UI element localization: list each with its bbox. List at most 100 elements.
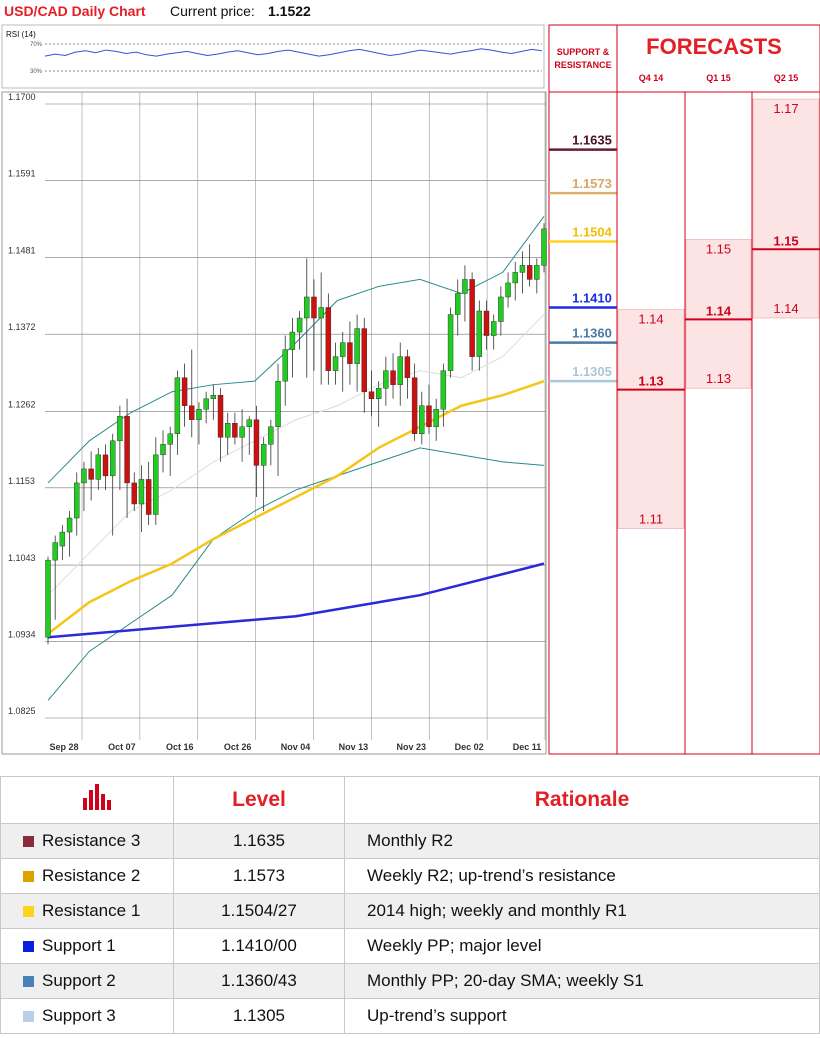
candle-body: [397, 356, 403, 385]
chart-title: USD/CAD Daily Chart: [4, 3, 146, 19]
candle: [59, 525, 66, 561]
level-color-swatch: [23, 976, 34, 988]
candle-body: [196, 409, 202, 420]
candle: [52, 535, 58, 620]
sma-slow-line: [47, 562, 545, 639]
candle: [498, 286, 504, 336]
candle-body: [433, 409, 439, 427]
x-tick-label: Oct 26: [224, 742, 252, 752]
rsi-line: [44, 48, 543, 57]
sr-level-value: 1.1360: [572, 326, 612, 341]
candle-body: [275, 380, 281, 427]
y-tick-label: 1.1043: [8, 553, 36, 563]
candle: [476, 300, 483, 371]
level-name: Support 1: [42, 936, 116, 955]
level-name: Resistance 3: [42, 831, 141, 850]
candle-body: [246, 419, 252, 427]
candle: [102, 444, 109, 490]
y-tick-label: 1.1591: [8, 168, 36, 178]
candle-body: [304, 296, 310, 319]
candle: [368, 370, 375, 417]
candle: [174, 370, 181, 455]
candle: [325, 293, 332, 385]
candle-body: [289, 331, 296, 350]
candle-body: [74, 482, 80, 519]
candle: [239, 409, 245, 462]
level-value: 1.1410/00: [173, 928, 345, 964]
candle: [512, 261, 518, 301]
x-tick-label: Dec 11: [513, 742, 542, 752]
candle: [275, 363, 281, 476]
forecast-min: 1.11: [639, 512, 663, 527]
level-name: Support 3: [42, 1006, 116, 1025]
x-tick-label: Oct 16: [166, 742, 194, 752]
candle-body: [181, 377, 188, 406]
candle: [419, 391, 425, 445]
sr-panel: [548, 24, 618, 755]
candle-body: [260, 444, 267, 466]
rsi-label: RSI (14): [6, 30, 36, 39]
candle-body: [455, 293, 461, 315]
candle-body: [167, 433, 173, 445]
table-row: Resistance 1 1.1504/27 2014 high; weekly a…: [0, 893, 820, 929]
candle: [426, 384, 432, 434]
table-row: Support 2 1.1360/43 Monthly PP; 20-day SMA…: [0, 963, 820, 999]
candle-body: [318, 307, 324, 319]
candle-body: [512, 272, 518, 284]
forecast-min: 1.13: [706, 371, 731, 386]
level-color-swatch: [23, 1011, 34, 1023]
candle: [246, 416, 252, 455]
candle: [411, 363, 418, 441]
table-row: Support 3 1.1305 Up-trend’s support: [0, 998, 820, 1034]
plot-frame: [1, 91, 547, 755]
candle-body: [66, 517, 73, 533]
candle-body: [490, 321, 497, 336]
level-value: 1.1504/27: [173, 893, 345, 929]
grid: [45, 92, 546, 740]
candle-body: [210, 395, 217, 399]
forecast-median: 1.14: [706, 303, 732, 318]
candle-body: [88, 468, 94, 480]
forecast-col-label: Q2 15: [774, 73, 799, 83]
candle: [232, 412, 238, 445]
candle-body: [368, 391, 375, 399]
price-value: 1.1522: [268, 3, 311, 19]
level-name-cell: Resistance 1: [0, 893, 174, 929]
candle: [225, 412, 231, 455]
forecast-max: 1.15: [706, 241, 731, 256]
candle-body: [361, 328, 367, 392]
y-tick-label: 1.0825: [8, 706, 36, 716]
y-tick-label: 1.0934: [8, 630, 36, 640]
level-color-swatch: [23, 941, 34, 953]
forecast-title: FORECASTS: [646, 34, 782, 59]
candle: [534, 258, 540, 294]
candle: [289, 318, 296, 378]
candle: [311, 279, 317, 371]
table-row: Resistance 3 1.1635 Monthly R2: [0, 823, 820, 859]
candle: [66, 510, 73, 557]
candle-body: [411, 377, 418, 435]
candle-body: [109, 440, 116, 477]
candle-body: [498, 296, 504, 322]
candle: [210, 384, 217, 420]
forecast-max: 1.14: [638, 312, 663, 327]
candle: [526, 244, 533, 287]
level-name-cell: Resistance 3: [0, 823, 174, 859]
forecast-range: [617, 309, 685, 529]
indicator-overlays: [47, 215, 545, 701]
level-name-cell: Support 3: [0, 998, 174, 1034]
level-color-swatch: [23, 871, 34, 883]
candle: [440, 363, 447, 427]
candle: [433, 398, 439, 441]
candle-body: [225, 423, 231, 438]
forecast-max: 1.17: [773, 101, 798, 116]
candle: [181, 363, 188, 427]
candle: [88, 451, 94, 501]
candle: [354, 314, 360, 392]
candle-body: [426, 405, 432, 427]
y-tick-label: 1.1153: [8, 476, 35, 486]
x-tick-label: Nov 13: [339, 742, 369, 752]
candlesticks: [45, 223, 547, 645]
level-rationale: 2014 high; weekly and monthly R1: [344, 893, 820, 929]
candle-body: [469, 279, 475, 357]
